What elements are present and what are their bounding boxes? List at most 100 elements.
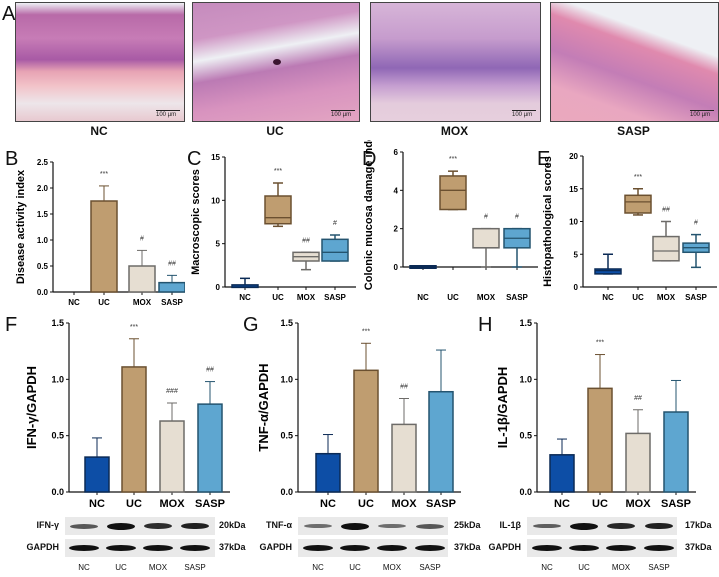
scale-bar-label: 100 µm <box>690 112 711 118</box>
blot-control-strip <box>527 539 677 557</box>
box-mox <box>652 235 680 262</box>
y-tick-label: 1.5 <box>51 318 64 328</box>
x-tick-label: MOX <box>477 293 496 302</box>
y-tick-label: 1.0 <box>37 236 49 245</box>
y-tick-label: 10 <box>569 218 578 227</box>
chart-histopathological-scores: 0 5 10 15 20 Histopathological scores NC UC *** M… <box>542 152 717 302</box>
blot-lane-label: SASP <box>184 563 206 572</box>
bar-sasp <box>428 390 454 493</box>
box-uc <box>624 194 652 214</box>
blot-lane-label: SASP <box>648 563 670 572</box>
chart-macroscopic-scores: 0 5 10 15 Macroscopic scores NC UC *** MOX ## SASP… <box>190 153 356 302</box>
blot-lane-label: NC <box>312 563 324 572</box>
y-axis-label: Disease activity index <box>15 169 27 284</box>
blot-target-kda: 17kDa <box>685 520 712 530</box>
y-tick-label: 1.0 <box>519 374 532 384</box>
bar-mox <box>159 420 185 493</box>
scale-bar: 100 µm <box>156 110 180 118</box>
bar-sasp <box>663 411 689 493</box>
blot-band-target <box>107 522 135 530</box>
significance-marker: *** <box>100 171 108 178</box>
x-tick-label: SASP <box>506 293 528 302</box>
significance-marker: *** <box>362 328 370 335</box>
bar-mox <box>625 432 651 493</box>
scale-bar: 100 µm <box>690 110 714 118</box>
significance-marker: ## <box>634 395 642 402</box>
x-tick-label: UC <box>447 293 459 302</box>
blot-target-label: IFN-γ <box>36 520 60 530</box>
blot-band-target <box>304 523 332 529</box>
blot-lane-label: MOX <box>148 563 168 572</box>
panel-letter-c: C <box>187 148 202 170</box>
blot-control-label: GAPDH <box>26 542 59 552</box>
blot-target-strip <box>65 517 215 535</box>
bar-nc <box>315 452 341 493</box>
blot-band-target <box>144 522 172 530</box>
x-tick-label: SASP <box>195 498 225 510</box>
x-tick-label: MOX <box>133 298 152 307</box>
y-axis-label: IFN-γ/GAPDH <box>24 366 39 449</box>
box-uc <box>439 175 467 211</box>
blot-lane-label: NC <box>541 563 553 572</box>
x-tick-label: UC <box>358 498 374 510</box>
western-blot-il1-beta: IL-1β GAPDH 17kDa 37kDa NC UC MOX SASP <box>477 515 719 577</box>
blot-band-control <box>303 545 333 551</box>
blot-band-target <box>570 522 598 530</box>
bar-sasp <box>158 281 185 293</box>
x-tick-label: UC <box>632 293 644 302</box>
scale-bar: 100 µm <box>512 110 536 118</box>
tissue-detail <box>273 59 281 65</box>
significance-marker: # <box>333 220 337 227</box>
blot-control-label: GAPDH <box>488 542 521 552</box>
histology-image-sasp: 100 µm <box>550 2 719 122</box>
blot-lane-label: UC <box>115 563 127 572</box>
western-blot-ifn-gamma: IFN-γ GAPDH 20kDa 37kDa NC UC MOX SASP <box>0 515 246 577</box>
significance-marker: ## <box>168 260 176 267</box>
bar-uc <box>587 387 613 493</box>
y-tick-label: 0 <box>574 283 579 292</box>
blot-target-kda: 25kDa <box>454 520 481 530</box>
y-tick-label: 0.5 <box>519 431 532 441</box>
panel-letter-b: B <box>5 148 19 170</box>
bar-sasp <box>197 403 223 493</box>
blot-target-label: TNF-α <box>265 520 292 530</box>
y-tick-label: 2.0 <box>37 184 49 193</box>
box-uc <box>264 195 292 225</box>
x-tick-label: SASP <box>324 293 346 302</box>
x-tick-label: SASP <box>161 298 183 307</box>
panel-letter-g: G <box>243 314 259 336</box>
blot-band-control <box>143 545 173 551</box>
y-tick-label: 1.5 <box>519 318 532 328</box>
scale-bar-label: 100 µm <box>331 112 352 118</box>
scale-bar: 100 µm <box>331 110 355 118</box>
x-tick-label: MOX <box>159 498 185 510</box>
x-tick-label: UC <box>272 293 284 302</box>
blot-control-kda: 37kDa <box>219 542 246 552</box>
blot-lane-label: MOX <box>382 563 402 572</box>
blot-band-control <box>180 545 210 551</box>
histology-image-nc: 100 µm <box>15 2 185 122</box>
box-sasp <box>321 238 349 262</box>
blot-lane-label: NC <box>78 563 90 572</box>
scale-bar-label: 100 µm <box>512 112 533 118</box>
y-tick-label: 4 <box>394 186 399 195</box>
panel-letter-f: F <box>5 314 18 336</box>
y-tick-label: 0.0 <box>280 487 293 497</box>
western-blot-tnf-alpha: TNF-α GAPDH 25kDa 37kDa NC UC MOX SASP <box>240 515 481 577</box>
significance-marker: ## <box>302 237 310 244</box>
y-tick-label: 1.0 <box>51 374 64 384</box>
significance-marker: *** <box>634 174 642 181</box>
box-nc <box>594 268 622 275</box>
x-tick-label: NC <box>89 498 105 510</box>
y-tick-label: 1.5 <box>37 210 49 219</box>
blot-band-target <box>341 522 369 530</box>
panel-letter-e: E <box>537 148 551 170</box>
bar-uc <box>121 366 147 493</box>
bar-mox <box>128 265 156 293</box>
significance-marker: # <box>694 220 698 227</box>
significance-marker: ## <box>662 207 670 214</box>
blot-band-control <box>340 545 370 551</box>
x-tick-label: UC <box>592 498 608 510</box>
blot-lane-label: UC <box>578 563 590 572</box>
blot-lane-label: UC <box>349 563 361 572</box>
